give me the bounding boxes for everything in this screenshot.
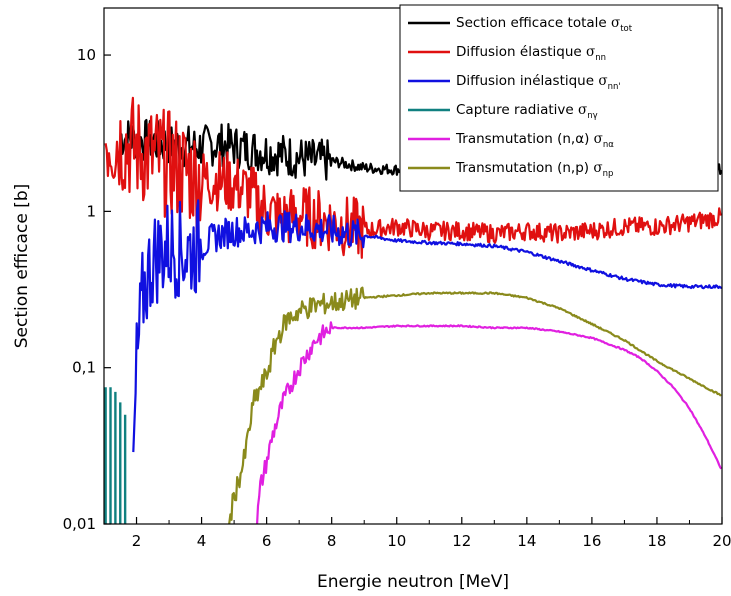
series-4	[104, 387, 127, 524]
legend-label: Section efficace totale σtot	[456, 15, 633, 34]
series-3	[132, 199, 722, 453]
series-5	[255, 321, 722, 524]
series-line	[104, 96, 722, 259]
legend-label: Diffusion élastique σnn	[456, 44, 606, 63]
x-tick-label: 6	[262, 532, 272, 550]
x-tick-label: 4	[197, 532, 207, 550]
legend-label: Transmutation (n,α) σnα	[455, 131, 614, 150]
y-tick-label: 0,01	[63, 515, 96, 533]
series-line	[132, 199, 722, 453]
axis-layer: 2 4 6 8 10 12 14 16 18 20 0,01 0,1 1 10	[63, 46, 731, 550]
x-tick-label: 14	[517, 532, 536, 550]
x-tick-label: 10	[387, 532, 406, 550]
x-tick-label: 12	[452, 532, 471, 550]
y-tick-label: 10	[77, 46, 96, 64]
x-tick-label: 20	[712, 532, 731, 550]
y-tick-label: 0,1	[72, 359, 96, 377]
y-tick-label: 1	[86, 202, 96, 220]
x-tick-label: 16	[582, 532, 601, 550]
legend-label: Diffusion inélastique σnn'	[456, 73, 621, 92]
x-tick-label: 2	[132, 532, 142, 550]
series-6	[228, 286, 722, 524]
x-axis-title: Energie neutron [MeV]	[317, 572, 509, 592]
legend: Section efficace totale σtot Diffusion él…	[399, 4, 719, 192]
legend-label: Transmutation (n,p) σnp	[455, 160, 613, 179]
series-line	[228, 286, 722, 524]
legend-box	[399, 4, 719, 192]
series-line	[255, 321, 722, 524]
y-axis-title: Section efficace [b]	[12, 184, 32, 349]
legend-label: Capture radiative σnγ	[456, 102, 598, 121]
x-tick-label: 8	[327, 532, 337, 550]
x-tick-label: 18	[647, 532, 666, 550]
series-2	[104, 96, 722, 259]
